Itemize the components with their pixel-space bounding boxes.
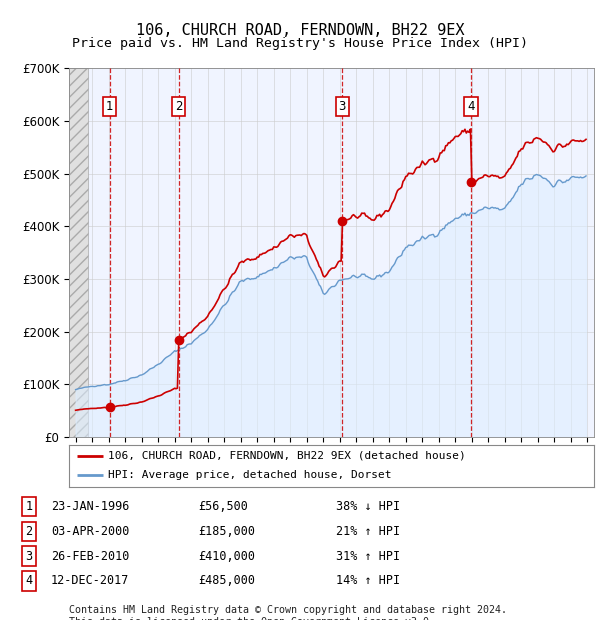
- Text: 3: 3: [25, 550, 32, 562]
- Text: 21% ↑ HPI: 21% ↑ HPI: [336, 525, 400, 538]
- Text: 2: 2: [25, 525, 32, 538]
- Text: 106, CHURCH ROAD, FERNDOWN, BH22 9EX (detached house): 106, CHURCH ROAD, FERNDOWN, BH22 9EX (de…: [109, 451, 466, 461]
- Text: 31% ↑ HPI: 31% ↑ HPI: [336, 550, 400, 562]
- Text: 12-DEC-2017: 12-DEC-2017: [51, 575, 130, 587]
- Text: HPI: Average price, detached house, Dorset: HPI: Average price, detached house, Dors…: [109, 471, 392, 480]
- Bar: [69, 68, 88, 437]
- Text: £410,000: £410,000: [198, 550, 255, 562]
- Text: 26-FEB-2010: 26-FEB-2010: [51, 550, 130, 562]
- Text: £485,000: £485,000: [198, 575, 255, 587]
- Text: 23-JAN-1996: 23-JAN-1996: [51, 500, 130, 513]
- Text: 4: 4: [25, 575, 32, 587]
- Text: 1: 1: [25, 500, 32, 513]
- Text: 106, CHURCH ROAD, FERNDOWN, BH22 9EX: 106, CHURCH ROAD, FERNDOWN, BH22 9EX: [136, 23, 464, 38]
- Text: 2: 2: [175, 100, 182, 113]
- Text: £185,000: £185,000: [198, 525, 255, 538]
- Text: Contains HM Land Registry data © Crown copyright and database right 2024.
This d: Contains HM Land Registry data © Crown c…: [69, 605, 507, 620]
- Text: 38% ↓ HPI: 38% ↓ HPI: [336, 500, 400, 513]
- Text: 03-APR-2000: 03-APR-2000: [51, 525, 130, 538]
- Text: 1: 1: [106, 100, 113, 113]
- Text: 4: 4: [467, 100, 475, 113]
- Text: Price paid vs. HM Land Registry's House Price Index (HPI): Price paid vs. HM Land Registry's House …: [72, 37, 528, 50]
- Text: £56,500: £56,500: [198, 500, 248, 513]
- Text: 3: 3: [338, 100, 346, 113]
- Text: 14% ↑ HPI: 14% ↑ HPI: [336, 575, 400, 587]
